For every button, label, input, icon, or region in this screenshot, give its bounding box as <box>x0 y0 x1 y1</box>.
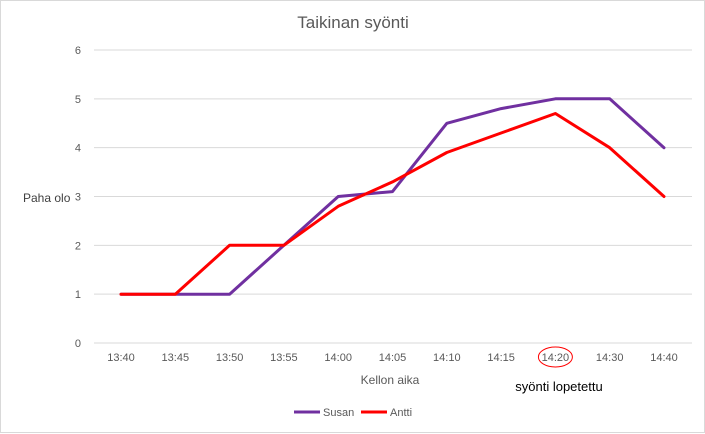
highlight-circle <box>537 346 573 368</box>
legend: Susan Antti <box>294 407 412 419</box>
x-tick-label: 14:00 <box>324 352 352 364</box>
legend-label-antti: Antti <box>390 407 412 419</box>
x-tick-label: 14:05 <box>379 352 407 364</box>
y-axis-ticks: 0 1 2 3 4 5 6 <box>75 45 81 350</box>
gridlines <box>94 49 692 344</box>
y-tick-label: 2 <box>75 240 81 252</box>
y-tick-label: 3 <box>75 192 81 204</box>
y-tick-label: 0 <box>75 338 81 350</box>
y-tick-label: 6 <box>75 45 81 57</box>
x-tick-label: 13:40 <box>107 352 135 364</box>
x-tick-label: 13:50 <box>216 352 244 364</box>
x-axis-label: Kellon aika <box>361 373 420 387</box>
x-tick-label: 13:45 <box>162 352 190 364</box>
x-tick-label: 14:40 <box>650 352 678 364</box>
x-axis-ticks: 13:40 13:45 13:50 13:55 14:00 14:05 14:10 14:15… <box>107 352 678 364</box>
y-axis-label: Paha olo <box>23 191 71 205</box>
x-tick-label: 14:15 <box>487 352 515 364</box>
y-tick-label: 5 <box>75 94 81 106</box>
y-tick-label: 4 <box>75 143 81 155</box>
series-line-antti <box>119 112 666 296</box>
x-tick-label: 14:10 <box>433 352 461 364</box>
annotation-text: syönti lopetettu <box>515 379 602 394</box>
series-lines <box>119 97 666 296</box>
series-line-susan <box>119 97 666 296</box>
x-tick-label: 13:55 <box>270 352 298 364</box>
y-tick-label: 1 <box>75 289 81 301</box>
x-tick-label: 14:20 <box>542 352 570 364</box>
x-tick-label: 14:30 <box>596 352 624 364</box>
chart-title: Taikinan syönti <box>297 13 409 32</box>
legend-label-susan: Susan <box>323 407 354 419</box>
